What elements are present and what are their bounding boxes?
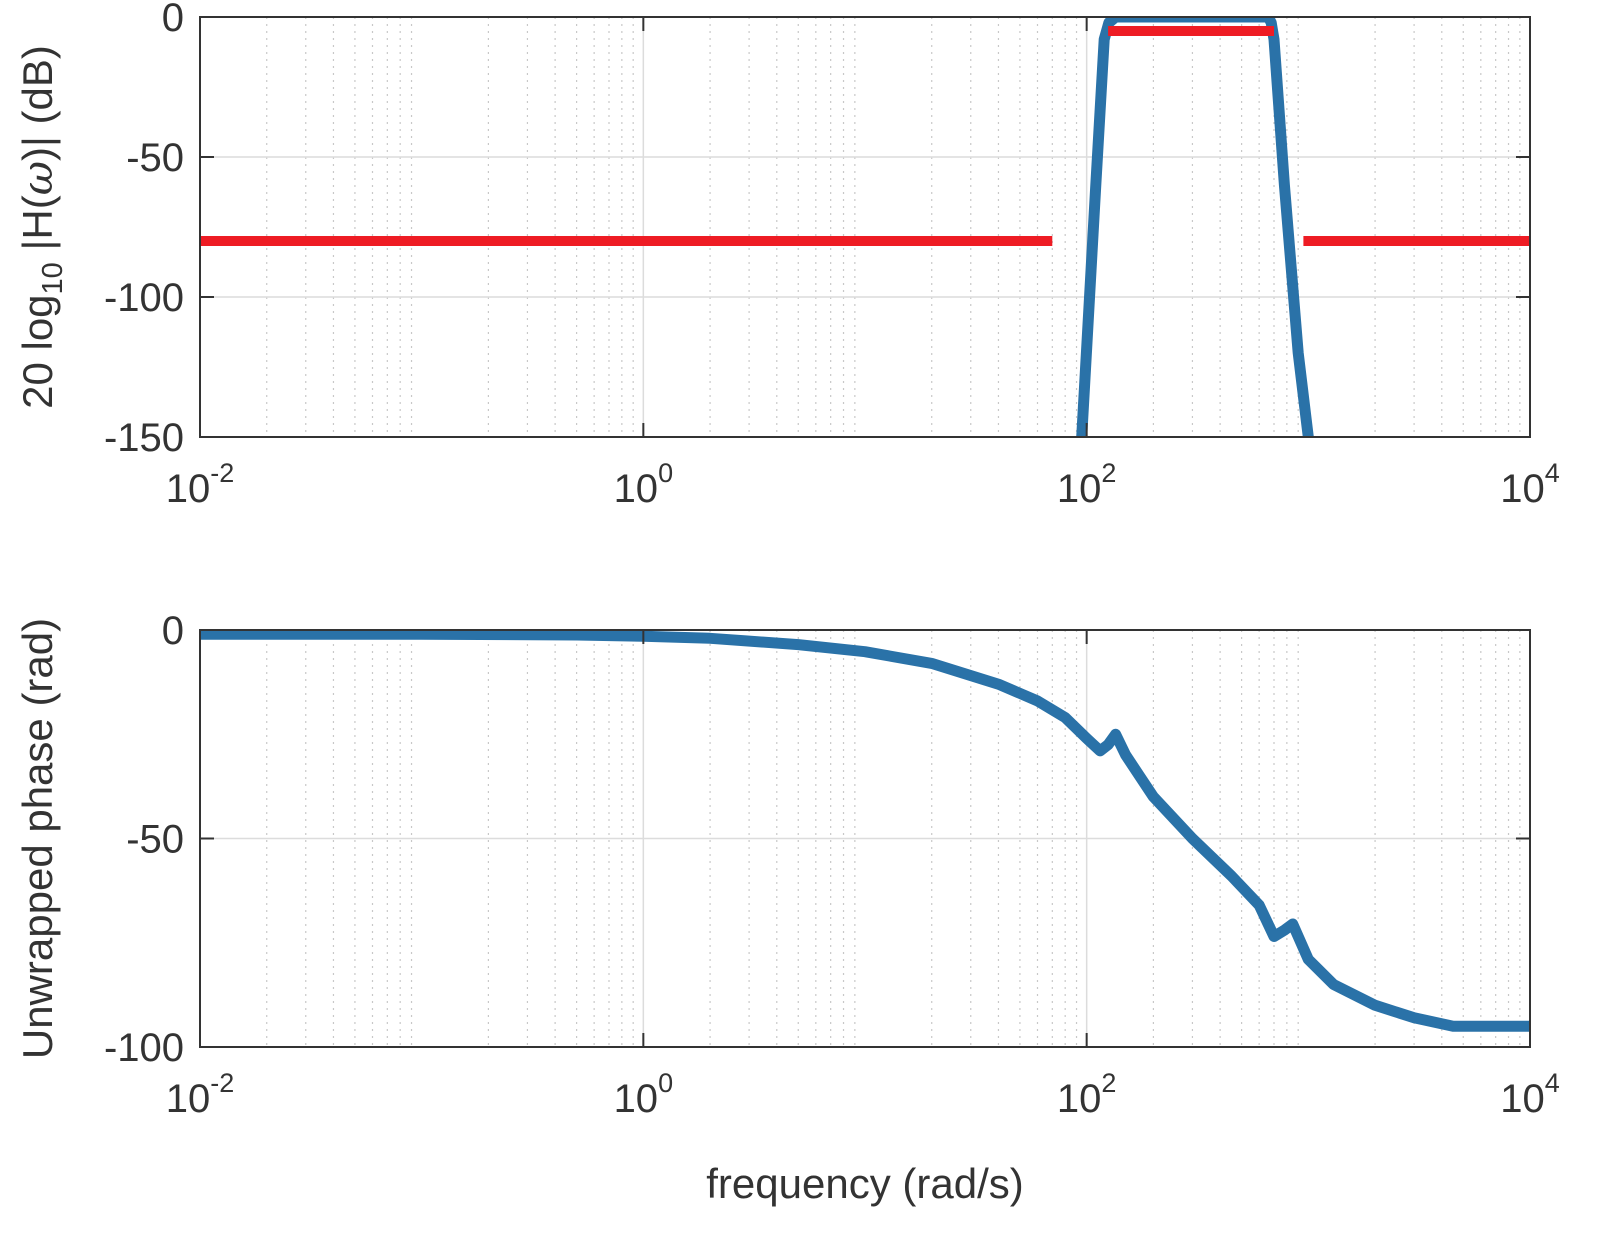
y-tick-label: 0 [162, 0, 184, 40]
series-group [200, 630, 1530, 1032]
y-axis-label: Unwrapped phase (rad) [14, 618, 61, 1059]
y-tick-label: -150 [104, 416, 184, 460]
x-tick-label: 10-2 [166, 458, 235, 511]
y-tick-label: -50 [126, 818, 184, 862]
y-tick-label: -100 [104, 1026, 184, 1070]
y-tick-label: -100 [104, 276, 184, 320]
y-tick-label: -50 [126, 136, 184, 180]
x-axis-label: frequency (rad/s) [706, 1160, 1023, 1207]
response-line [200, 630, 1530, 1032]
x-tick-label: 10-2 [166, 1068, 235, 1121]
series-group [200, 17, 1530, 437]
x-tick-label: 102 [1057, 1068, 1117, 1121]
x-tick-label: 104 [1500, 458, 1560, 511]
x-tick-label: 102 [1057, 458, 1117, 511]
x-tick-label: 100 [614, 458, 674, 511]
response-line [1076, 17, 1314, 437]
axes-box [199, 16, 1531, 438]
x-tick-label: 104 [1500, 1068, 1560, 1121]
grid [199, 16, 1531, 438]
x-tick-label: 100 [614, 1068, 674, 1121]
y-axis-label: 20 log10 |H(ω)| (dB) [13, 45, 69, 409]
y-tick-label: 0 [162, 609, 184, 653]
